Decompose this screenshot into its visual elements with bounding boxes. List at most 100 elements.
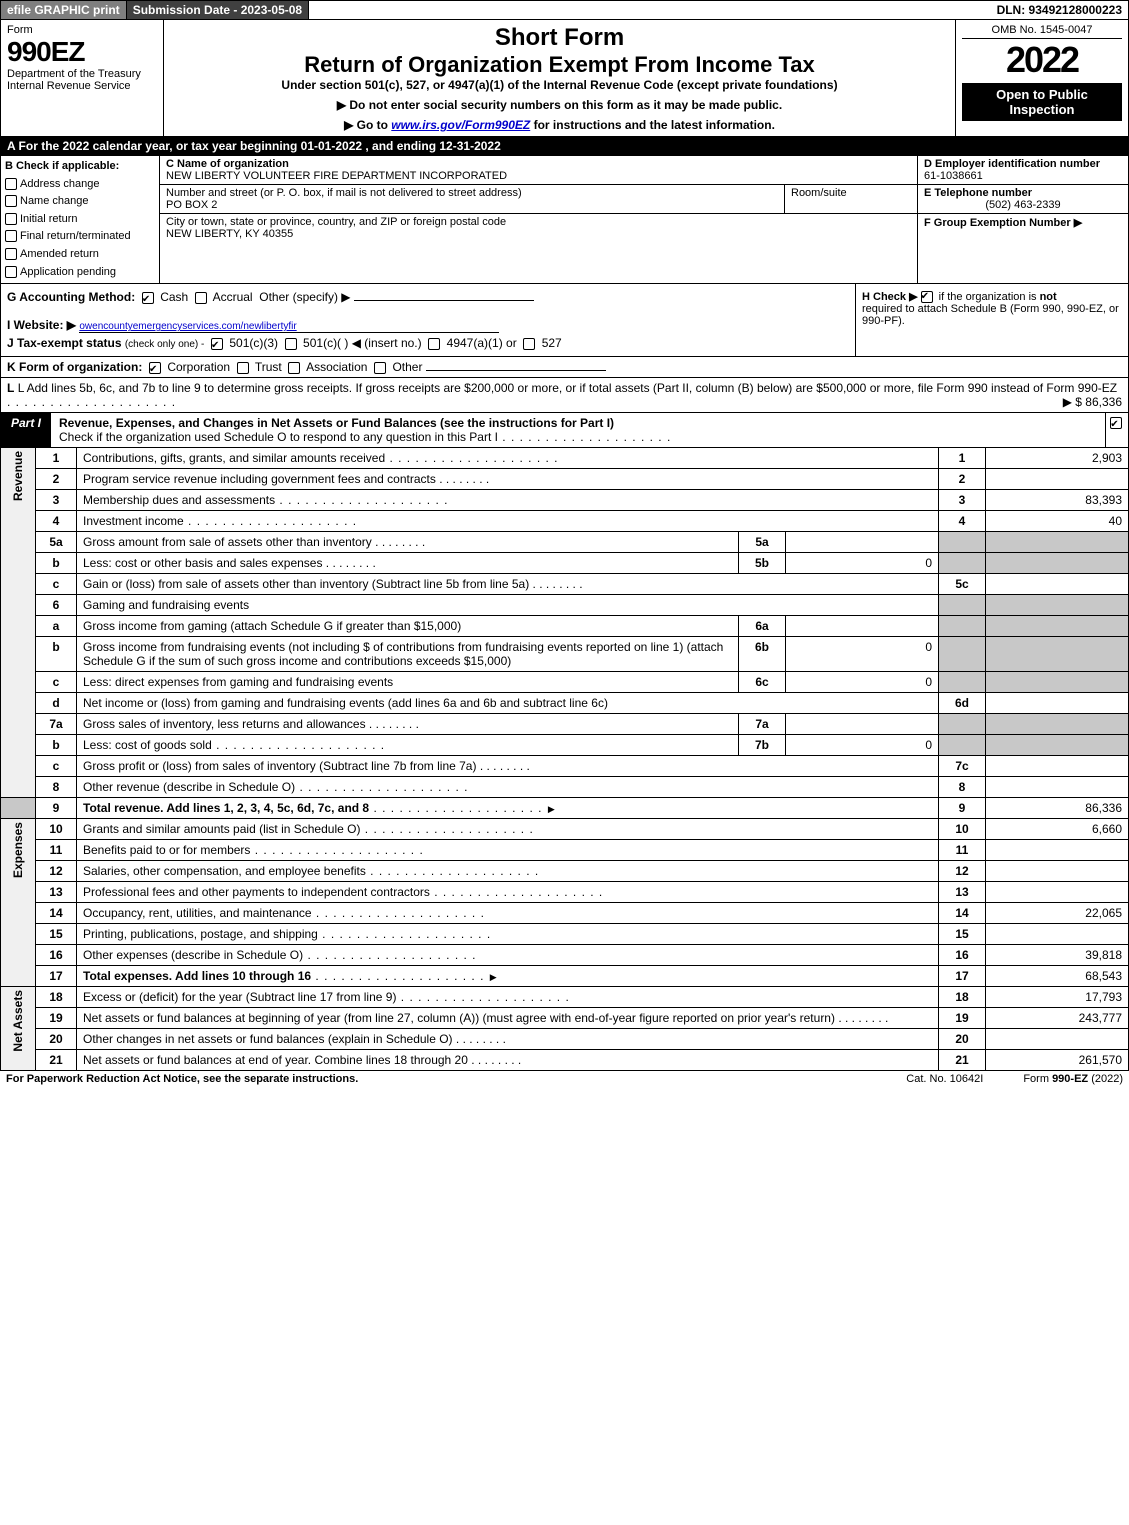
line-17: 17 Total expenses. Add lines 10 through …: [1, 966, 1129, 987]
note-goto-pre: ▶ Go to: [344, 118, 391, 132]
e-phone-hdr: E Telephone number: [924, 187, 1032, 199]
dept-label: Department of the Treasury Internal Reve…: [7, 68, 157, 92]
row-l: L L Add lines 5b, 6c, and 7b to line 9 t…: [0, 378, 1129, 413]
c-room-hdr: Room/suite: [791, 187, 847, 199]
topbar-spacer: [309, 1, 990, 19]
chk-final-return[interactable]: Final return/terminated: [5, 228, 155, 246]
line-4: 4 Investment income 4 40: [1, 511, 1129, 532]
lab-corp: Corporation: [167, 360, 230, 374]
chk-h[interactable]: [921, 291, 933, 303]
c-org-name: NEW LIBERTY VOLUNTEER FIRE DEPARTMENT IN…: [166, 170, 507, 182]
chk-cash[interactable]: [142, 292, 154, 304]
c-city: NEW LIBERTY, KY 40355: [166, 228, 293, 240]
form-number: 990EZ: [7, 36, 157, 68]
lab-501c: 501(c)( ) ◀ (insert no.): [303, 336, 422, 350]
tax-year: 2022: [962, 39, 1122, 81]
efile-print-button[interactable]: efile GRAPHIC print: [1, 1, 127, 19]
c-name-hdr: C Name of organization: [166, 158, 289, 170]
h-txt: if the organization is: [939, 291, 1037, 303]
j-tax-exempt: J Tax-exempt status (check only one) - 5…: [7, 336, 849, 350]
col-c-org-info: C Name of organization NEW LIBERTY VOLUN…: [160, 156, 918, 283]
line-2: 2 Program service revenue including gove…: [1, 469, 1129, 490]
i-label: I Website: ▶: [7, 318, 76, 332]
chk-527[interactable]: [523, 338, 535, 350]
revenue-side: Revenue: [1, 448, 36, 798]
other-specify-line: [354, 300, 534, 301]
top-bar: efile GRAPHIC print Submission Date - 20…: [0, 0, 1129, 20]
chk-assoc[interactable]: [288, 362, 300, 374]
line-20: 20 Other changes in net assets or fund b…: [1, 1029, 1129, 1050]
d-ein-val: 61-1038661: [924, 170, 983, 182]
d-ein-hdr: D Employer identification number: [924, 158, 1100, 170]
chk-amended-return[interactable]: Amended return: [5, 246, 155, 264]
row-gij-left: G Accounting Method: Cash Accrual Other …: [1, 284, 855, 356]
line-7c: c Gross profit or (loss) from sales of i…: [1, 756, 1129, 777]
j-label: J Tax-exempt status: [7, 336, 122, 350]
lab-accrual: Accrual: [213, 290, 253, 304]
h-label: H Check ▶: [862, 291, 918, 303]
line-7b: b Less: cost of goods sold 7b 0: [1, 735, 1129, 756]
page-footer: For Paperwork Reduction Act Notice, see …: [0, 1071, 1129, 1087]
f-group-hdr: F Group Exemption Number ▶: [924, 217, 1082, 229]
section-bcdef: B Check if applicable: Address change Na…: [0, 156, 1129, 284]
part1-title: Revenue, Expenses, and Changes in Net As…: [51, 413, 1105, 447]
lab-trust: Trust: [255, 360, 282, 374]
l-val: ▶ $ 86,336: [1063, 395, 1122, 409]
line-7a: 7a Gross sales of inventory, less return…: [1, 714, 1129, 735]
g-label: G Accounting Method:: [7, 290, 135, 304]
g-accounting: G Accounting Method: Cash Accrual Other …: [7, 290, 849, 304]
header-mid: Short Form Return of Organization Exempt…: [164, 20, 956, 136]
header-right: OMB No. 1545-0047 2022 Open to Public In…: [956, 20, 1128, 136]
part1-table: Revenue 1 Contributions, gifts, grants, …: [0, 448, 1129, 1071]
chk-other-org[interactable]: [374, 362, 386, 374]
submission-date-label: Submission Date - 2023-05-08: [127, 1, 309, 19]
h-rest: required to attach Schedule B (Form 990,…: [862, 303, 1119, 327]
chk-accrual[interactable]: [195, 292, 207, 304]
line-6: 6 Gaming and fundraising events: [1, 595, 1129, 616]
line-15: 15 Printing, publications, postage, and …: [1, 924, 1129, 945]
part1-sub: Check if the organization used Schedule …: [59, 430, 498, 444]
line-10: Expenses 10 Grants and similar amounts p…: [1, 819, 1129, 840]
chk-trust[interactable]: [237, 362, 249, 374]
dln-label: DLN: 93492128000223: [991, 1, 1128, 19]
chk-initial-return[interactable]: Initial return: [5, 211, 155, 229]
omb-label: OMB No. 1545-0047: [962, 24, 1122, 39]
line-8: 8 Other revenue (describe in Schedule O)…: [1, 777, 1129, 798]
c-addr-hdr: Number and street (or P. O. box, if mail…: [166, 187, 522, 199]
line-6a: a Gross income from gaming (attach Sched…: [1, 616, 1129, 637]
chk-501c3[interactable]: [211, 338, 223, 350]
chk-corp[interactable]: [149, 362, 161, 374]
lab-other-specify: Other (specify) ▶: [259, 290, 350, 304]
irs-link[interactable]: www.irs.gov/Form990EZ: [391, 118, 530, 132]
note-goto-post: for instructions and the latest informat…: [534, 118, 775, 132]
lab-assoc: Association: [306, 360, 367, 374]
row-h-right: H Check ▶ if the organization is not req…: [855, 284, 1128, 356]
chk-4947[interactable]: [428, 338, 440, 350]
netassets-side: Net Assets: [1, 987, 36, 1071]
website-link[interactable]: owencountyemergencyservices.com/newliber…: [79, 321, 499, 333]
chk-address-change[interactable]: Address change: [5, 176, 155, 194]
c-city-hdr: City or town, state or province, country…: [166, 216, 506, 228]
line-1: Revenue 1 Contributions, gifts, grants, …: [1, 448, 1129, 469]
part1-label: Part I: [1, 413, 51, 447]
c-addr: PO BOX 2: [166, 199, 217, 211]
chk-name-change[interactable]: Name change: [5, 193, 155, 211]
k-label: K Form of organization:: [7, 360, 142, 374]
chk-application-pending[interactable]: Application pending: [5, 264, 155, 282]
part1-check[interactable]: [1105, 413, 1128, 447]
line-19: 19 Net assets or fund balances at beginn…: [1, 1008, 1129, 1029]
footer-form: Form 990-EZ (2022): [1023, 1073, 1123, 1085]
title-short-form: Short Form: [170, 24, 949, 52]
lab-4947: 4947(a)(1) or: [447, 336, 517, 350]
line-16: 16 Other expenses (describe in Schedule …: [1, 945, 1129, 966]
line-5a: 5a Gross amount from sale of assets othe…: [1, 532, 1129, 553]
note-ssn: ▶ Do not enter social security numbers o…: [170, 98, 949, 112]
line-18: Net Assets 18 Excess or (deficit) for th…: [1, 987, 1129, 1008]
line-5b: b Less: cost or other basis and sales ex…: [1, 553, 1129, 574]
h-not: not: [1040, 291, 1057, 303]
l-txt: L Add lines 5b, 6c, and 7b to line 9 to …: [18, 381, 1117, 395]
col-b-checkboxes: B Check if applicable: Address change Na…: [1, 156, 160, 283]
i-website: I Website: ▶ owencountyemergencyservices…: [7, 318, 849, 333]
chk-501c[interactable]: [285, 338, 297, 350]
subtitle-under: Under section 501(c), 527, or 4947(a)(1)…: [170, 78, 949, 92]
